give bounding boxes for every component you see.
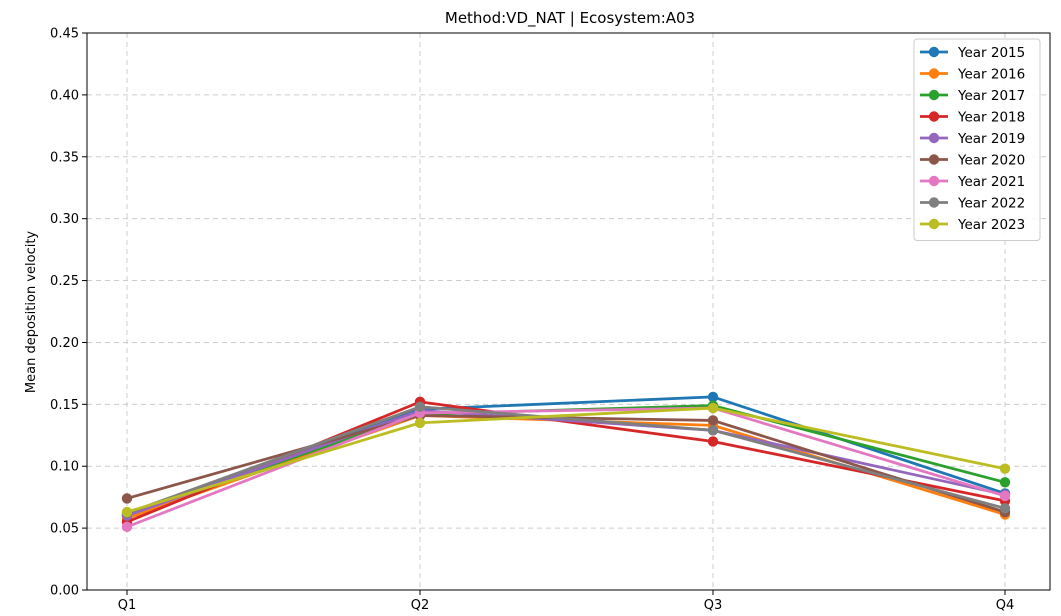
x-tick-label: Q2 [411, 598, 430, 613]
legend-box [913, 38, 1041, 241]
legend-item: Year 2016 [920, 67, 1025, 83]
data-point [999, 463, 1011, 474]
series-line [126, 414, 1006, 514]
data-point [414, 401, 426, 413]
legend-item: Year 2019 [920, 131, 1025, 147]
data-point [999, 477, 1011, 488]
data-point [121, 493, 133, 504]
y-tick-label: 0.25 [50, 274, 79, 289]
legend-item: Year 2020 [920, 153, 1025, 169]
y-tick-label: 0.10 [50, 460, 79, 475]
plot-frame [86, 32, 1051, 591]
grid [87, 32, 1050, 591]
y-tick-label: 0.05 [50, 522, 79, 537]
legend: Year 2015 Year 2016 Year 2017 Year 2018 Year… [913, 38, 1041, 241]
x-tick-label: Q1 [118, 598, 137, 613]
legend-label: Year 2018 [957, 110, 1025, 126]
data-point [121, 521, 133, 533]
y-tick-label: 0.45 [50, 27, 79, 42]
series-5 [121, 410, 1011, 518]
legend-label: Year 2023 [957, 217, 1025, 233]
y-tick-label: 0.35 [50, 150, 79, 165]
y-tick-label: 0.00 [50, 584, 79, 599]
y-tick-label: 0.40 [50, 88, 79, 103]
legend-marker [928, 154, 940, 165]
tick-labels: 0.00 0.05 0.10 0.15 0.20 0.25 0.30 0.35 0.40 0.45… [50, 27, 1014, 614]
series-line [126, 406, 1006, 529]
legend-label: Year 2022 [957, 196, 1025, 212]
legend-label: Year 2015 [957, 45, 1025, 61]
legend-marker [928, 197, 940, 208]
series-7 [121, 401, 1011, 519]
data-point [999, 490, 1011, 502]
series-group [121, 391, 1011, 533]
x-tick-label: Q4 [996, 598, 1015, 613]
y-tick-label: 0.15 [50, 398, 79, 413]
axes [82, 32, 1051, 595]
legend-label: Year 2021 [957, 174, 1025, 190]
legend-item: Year 2023 [920, 217, 1025, 233]
data-point [707, 402, 719, 414]
data-point [999, 503, 1011, 514]
legend-marker [928, 46, 940, 58]
series-line [126, 406, 1006, 514]
legend-marker [928, 218, 940, 230]
legend-label: Year 2016 [957, 67, 1025, 83]
data-point [121, 506, 133, 518]
series-line [126, 409, 1006, 518]
series-line [126, 405, 1006, 515]
y-tick-label: 0.20 [50, 336, 79, 351]
y-tick-label: 0.30 [50, 212, 79, 227]
legend-label: Year 2020 [957, 153, 1025, 169]
data-point [707, 415, 719, 426]
chart-title: Method:VD_NAT | Ecosystem:A03 [445, 9, 695, 28]
legend-label: Year 2019 [957, 131, 1025, 147]
legend-marker [928, 89, 940, 101]
legend-item: Year 2021 [920, 174, 1025, 190]
legend-marker [928, 132, 940, 144]
data-point [707, 436, 719, 447]
x-tick-label: Q3 [704, 598, 723, 613]
legend-item: Year 2022 [920, 196, 1025, 212]
legend-marker [928, 111, 940, 122]
data-point [414, 417, 426, 429]
legend-item: Year 2018 [920, 110, 1025, 126]
data-point [707, 391, 719, 403]
series-8 [121, 402, 1011, 518]
legend-item: Year 2017 [920, 88, 1025, 104]
legend-item: Year 2015 [920, 45, 1025, 61]
legend-marker [928, 175, 940, 187]
legend-label: Year 2017 [957, 88, 1025, 104]
legend-marker [928, 68, 940, 79]
y-axis-label: Mean deposition velocity [24, 231, 39, 394]
data-point [707, 425, 719, 436]
